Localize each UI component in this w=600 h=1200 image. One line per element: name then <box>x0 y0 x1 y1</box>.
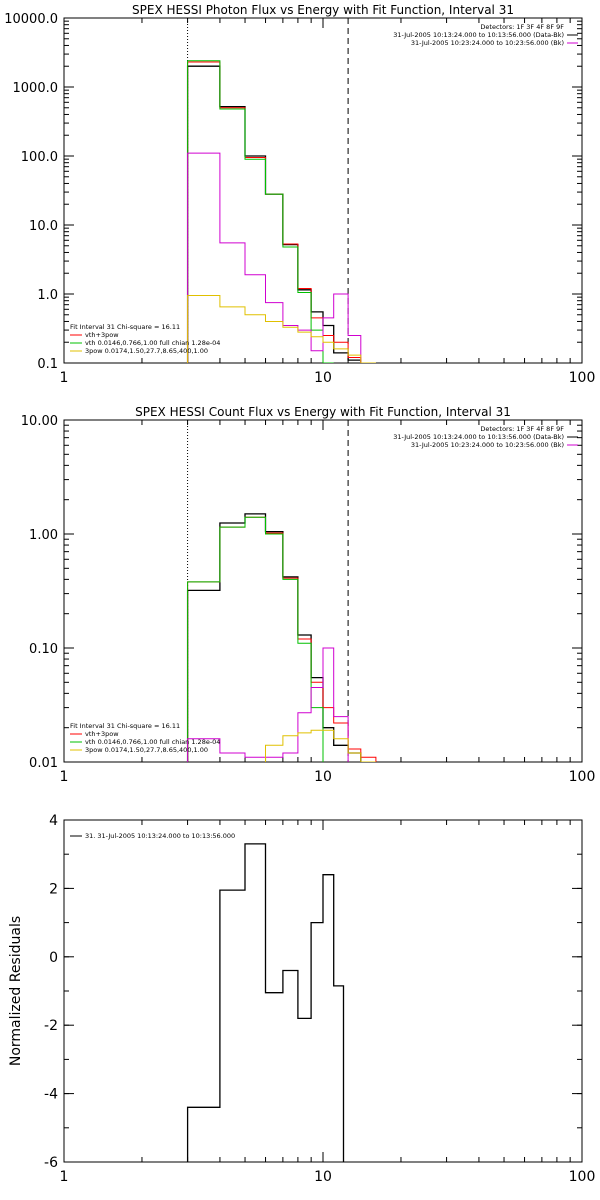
header-line: Detectors: 1F 3F 4F 8F 9F <box>480 23 564 31</box>
data-series <box>186 513 377 762</box>
legend-item: 31. 31-Jul-2005 10:13:24.000 to 10:13:56… <box>85 832 235 840</box>
x-tick-label: 1 <box>60 1169 69 1185</box>
y-axis: 0.01 0.10 1.00 10.00 <box>21 414 582 771</box>
series-5-line <box>187 295 376 363</box>
legend-item: vth 0.0146,0.766,1.00 full chian 1.28e-0… <box>85 738 220 746</box>
y-tick-label: 0.1 <box>37 357 58 372</box>
plot-frame <box>63 819 583 1163</box>
legend: Fit Interval 31 Chi-square = 16.11vth+3p… <box>70 323 220 355</box>
header-line: 31-Jul-2005 10:13:24.000 to 10:13:56.000… <box>393 31 564 39</box>
x-tick-label: 100 <box>569 769 596 785</box>
series-4-line <box>187 647 349 762</box>
series-4-line <box>187 152 362 363</box>
legend-item: vth+3pow <box>85 730 119 738</box>
legend-title: Fit Interval 31 Chi-square = 16.11 <box>70 722 180 730</box>
y-tick-label: 2 <box>49 881 58 897</box>
series-3-line <box>187 60 334 363</box>
panel-2: SPEX HESSI Count Flux vs Energy with Fit… <box>21 405 596 785</box>
y-tick-label: -4 <box>44 1087 58 1103</box>
panel-1: SPEX HESSI Photon Flux vs Energy with Fi… <box>4 3 595 386</box>
data-series <box>186 843 345 1162</box>
chart-title: SPEX HESSI Count Flux vs Energy with Fit… <box>135 405 511 419</box>
legend-item: 3pow 0.0174,1.50,27.7,8.65,400,1.00 <box>85 347 208 355</box>
header-line: Detectors: 1F 3F 4F 8F 9F <box>480 425 564 433</box>
legend-title: Fit Interval 31 Chi-square = 16.11 <box>70 323 180 331</box>
y-tick-label: 10000.0 <box>4 12 58 27</box>
panel-3: 1 10 100 -6 -4 -2 0 2 4 Normalized Residuals 31. 3… <box>8 813 595 1185</box>
x-tick-label: 10 <box>314 370 332 386</box>
x-axis: 1 10 100 <box>60 820 596 1185</box>
y-tick-label: 0 <box>49 950 58 966</box>
y-tick-label: -2 <box>44 1018 58 1034</box>
header-line: 31-Jul-2005 10:23:24.000 to 10:23:56.000… <box>411 39 564 47</box>
y-axis: -6 -4 -2 0 2 4 <box>44 813 582 1171</box>
chart-title: SPEX HESSI Photon Flux vs Energy with Fi… <box>132 3 514 17</box>
series-1-line <box>186 843 345 1162</box>
y-tick-label: 10.00 <box>21 414 58 429</box>
x-axis: 1 10 100 <box>60 18 596 386</box>
series-5-line <box>265 729 376 762</box>
y-tick-label: 10.0 <box>29 219 58 234</box>
y-axis: 0.1 1.0 10.0 100.0 1000.0 10000.0 <box>4 12 582 372</box>
data-series <box>186 60 376 363</box>
y-tick-label: 0.10 <box>29 642 58 657</box>
y-tick-label: 1.00 <box>29 528 58 543</box>
x-tick-label: 100 <box>569 370 596 386</box>
x-tick-label: 1 <box>60 370 69 386</box>
legend-item: vth 0.0146,0.766,1.00 full chian 1.28e-0… <box>85 339 220 347</box>
y-tick-label: 0.01 <box>29 756 58 771</box>
legend-item: vth+3pow <box>85 331 119 339</box>
header-line: 31-Jul-2005 10:23:24.000 to 10:23:56.000… <box>411 441 564 449</box>
x-tick-label: 1 <box>60 769 69 785</box>
y-tick-label: 4 <box>49 813 58 829</box>
x-axis: 1 10 100 <box>60 420 596 785</box>
x-tick-label: 10 <box>314 1169 332 1185</box>
header-line: 31-Jul-2005 10:13:24.000 to 10:13:56.000… <box>393 433 564 441</box>
legend: Fit Interval 31 Chi-square = 16.11vth+3p… <box>70 722 220 754</box>
legend: 31. 31-Jul-2005 10:13:24.000 to 10:13:56… <box>70 832 235 840</box>
legend-item: 3pow 0.0174,1.50,27.7,8.65,400,1.00 <box>85 746 208 754</box>
y-tick-label: 100.0 <box>21 150 58 165</box>
y-tick-label: 1.0 <box>37 288 58 303</box>
x-tick-label: 100 <box>569 1169 596 1185</box>
y-tick-label: -6 <box>44 1155 58 1171</box>
series-1-line <box>186 513 362 762</box>
series-1-line <box>186 65 362 363</box>
y-tick-label: 1000.0 <box>13 81 59 96</box>
y-axis-label: Normalized Residuals <box>8 916 24 1066</box>
series-3-line <box>187 516 324 762</box>
x-tick-label: 10 <box>314 769 332 785</box>
